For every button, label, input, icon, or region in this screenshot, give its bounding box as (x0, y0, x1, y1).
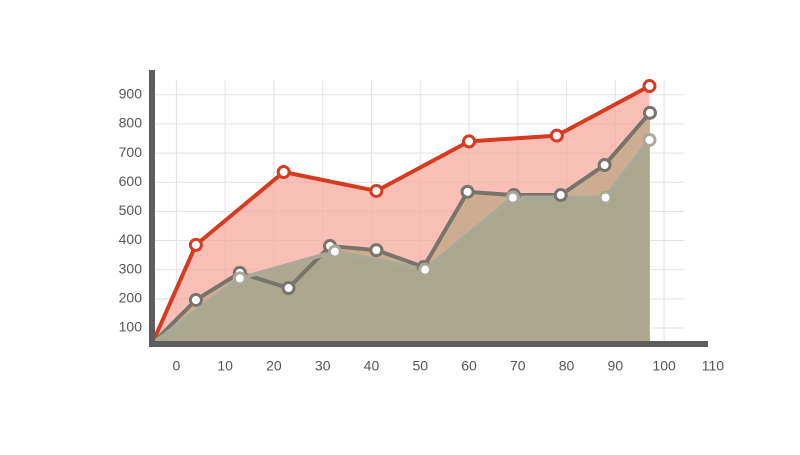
y-tick-label: 700 (119, 144, 143, 160)
point-marker (418, 262, 433, 277)
y-tick-label: 900 (119, 85, 143, 101)
point-marker (553, 188, 568, 203)
x-tick-label: 60 (461, 358, 477, 374)
point-marker (460, 184, 475, 199)
y-tick-label: 800 (119, 115, 143, 131)
point-marker (327, 244, 342, 259)
point-marker (281, 281, 296, 296)
y-tick-label: 500 (119, 202, 143, 218)
x-tick-label: 100 (652, 358, 676, 374)
point-marker (462, 134, 477, 149)
point-marker (232, 271, 247, 286)
point-marker (642, 132, 657, 147)
x-tick-label: 30 (315, 358, 331, 374)
x-tick-label: 0 (172, 358, 180, 374)
point-marker (505, 190, 520, 205)
x-tick-label: 50 (412, 358, 428, 374)
x-tick-label: 20 (266, 358, 282, 374)
y-tick-label: 600 (119, 173, 143, 189)
y-tick-label: 300 (119, 260, 143, 276)
y-tick-label: 400 (119, 231, 143, 247)
y-tick-label: 100 (119, 319, 143, 335)
point-marker (369, 183, 384, 198)
point-marker (598, 190, 613, 205)
point-marker (549, 128, 564, 143)
x-tick-label: 10 (217, 358, 233, 374)
x-tick-label: 80 (559, 358, 575, 374)
x-tick-label: 90 (608, 358, 624, 374)
series-line (150, 111, 652, 346)
point-marker (597, 158, 612, 173)
point-marker (188, 292, 203, 307)
point-marker (276, 165, 291, 180)
x-tick-label: 40 (364, 358, 380, 374)
x-tick-label: 70 (510, 358, 526, 374)
x-tick-label: 110 (702, 358, 725, 374)
area-fill (152, 139, 650, 344)
y-tick-label: 200 (119, 290, 143, 306)
point-marker (642, 79, 657, 94)
point-marker (369, 243, 384, 258)
point-marker (642, 105, 657, 120)
point-marker (188, 237, 203, 252)
